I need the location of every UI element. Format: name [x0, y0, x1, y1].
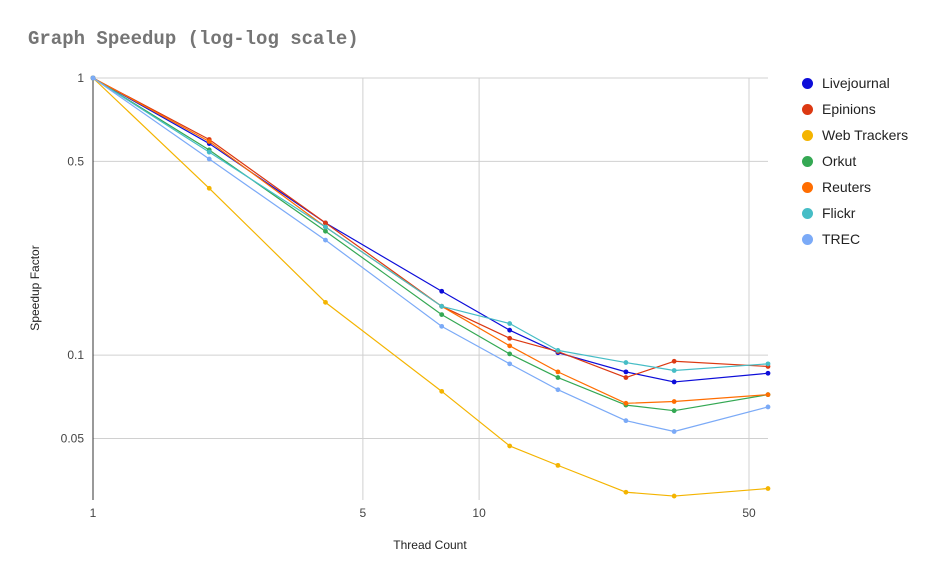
data-point	[623, 418, 629, 424]
legend-swatch	[802, 155, 813, 167]
data-point	[555, 347, 561, 353]
data-point	[323, 237, 328, 243]
x-tick-label: 50	[742, 506, 756, 520]
series-line	[92, 77, 769, 412]
legend-swatch	[802, 103, 813, 115]
series-line	[92, 77, 769, 379]
legend-swatch	[802, 207, 813, 219]
data-point	[507, 343, 513, 349]
legend-item: Livejournal	[802, 70, 908, 96]
data-point	[507, 361, 513, 367]
series-line	[92, 77, 769, 404]
legend-item: Reuters	[802, 174, 908, 200]
data-point	[90, 75, 96, 81]
series-line	[92, 77, 769, 372]
data-point	[439, 303, 445, 309]
data-point	[671, 408, 677, 414]
data-point	[671, 493, 677, 499]
legend-item: TREC	[802, 226, 908, 252]
data-point	[507, 351, 513, 357]
data-point	[623, 360, 629, 365]
legend-item: Web Trackers	[802, 122, 908, 148]
legend-item: Orkut	[802, 148, 908, 174]
chart-title: Graph Speedup (log-log scale)	[28, 28, 359, 50]
data-point	[671, 379, 677, 385]
legend-swatch	[802, 181, 813, 193]
data-point	[671, 358, 677, 364]
y-axis-title: Speedup Factor	[28, 245, 42, 330]
legend-swatch	[802, 77, 813, 89]
data-point	[507, 443, 513, 449]
data-point	[555, 375, 561, 380]
data-point	[206, 139, 212, 144]
series-orkut	[90, 75, 771, 414]
legend: Livejournal Epinions Web Trackers Orkut Reut…	[802, 70, 908, 252]
data-point	[323, 224, 328, 230]
data-point	[439, 288, 445, 294]
data-point	[555, 369, 561, 375]
series-trec	[90, 75, 771, 434]
legend-item: Flickr	[802, 200, 908, 226]
series-lines	[90, 75, 771, 499]
data-point	[765, 361, 771, 367]
data-point	[206, 185, 212, 191]
legend-swatch	[802, 129, 813, 141]
y-tick-label: 0.5	[67, 154, 84, 168]
data-point	[623, 489, 629, 495]
series-reuters	[90, 75, 771, 406]
x-tick-label: 10	[472, 506, 486, 520]
x-axis-title: Thread Count	[393, 538, 467, 552]
data-point	[623, 400, 629, 406]
data-point	[323, 299, 328, 305]
data-point	[555, 462, 561, 468]
y-tick-label: 0.05	[61, 432, 85, 446]
series-line	[92, 77, 769, 383]
data-point	[206, 156, 212, 162]
data-point	[765, 486, 771, 491]
data-point	[439, 312, 445, 318]
legend-label: Reuters	[822, 179, 872, 195]
legend-label: Orkut	[822, 153, 857, 169]
data-point	[206, 149, 212, 155]
legend-label: Epinions	[822, 101, 876, 117]
legend-label: Livejournal	[822, 75, 890, 91]
data-point	[323, 220, 328, 226]
legend-swatch	[802, 233, 813, 245]
data-point	[765, 392, 771, 398]
data-point	[765, 404, 771, 410]
data-point	[507, 321, 513, 326]
series-flickr	[90, 75, 771, 373]
data-point	[671, 368, 677, 373]
legend-label: Flickr	[822, 205, 856, 221]
tick-labels: 1 0.5 0.1 0.05 1 5 10 50	[61, 71, 756, 520]
series-livejournal	[90, 75, 771, 385]
data-point	[671, 429, 677, 434]
series-epinions	[90, 75, 771, 380]
data-point	[439, 388, 445, 394]
legend-label: TREC	[822, 231, 861, 247]
data-point	[623, 375, 629, 380]
y-tick-label: 1	[77, 71, 84, 85]
x-tick-label: 1	[90, 506, 97, 520]
x-tick-label: 5	[360, 506, 367, 520]
data-point	[507, 327, 513, 333]
legend-label: Web Trackers	[822, 127, 909, 143]
data-point	[507, 335, 513, 341]
y-tick-label: 0.1	[67, 348, 84, 362]
data-point	[555, 387, 561, 393]
gridlines	[93, 77, 768, 500]
data-point	[765, 370, 771, 376]
data-point	[439, 323, 445, 329]
data-point	[671, 399, 677, 404]
legend-item: Epinions	[802, 96, 908, 122]
data-point	[323, 228, 328, 234]
data-point	[623, 369, 629, 375]
